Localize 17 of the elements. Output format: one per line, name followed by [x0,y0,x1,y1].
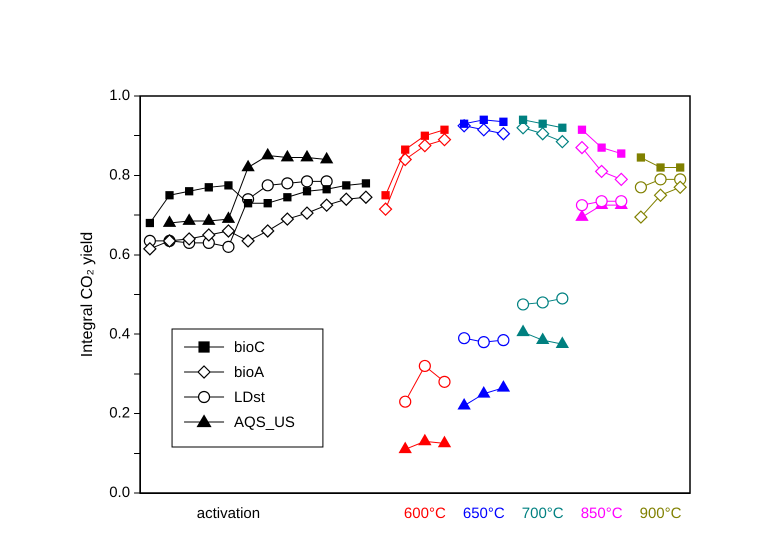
y-tick-label: 0.0 [109,484,130,502]
x-tick-label: 600°C [404,505,446,522]
y-axis-title: Integral CO₂ yield [79,232,96,358]
legend-label: bioA [234,364,264,382]
x-tick-label: 650°C [462,505,505,522]
y-tick-label: 0.8 [109,166,130,184]
y-tick-label: 0.2 [109,404,130,422]
y-tick-label: 0.6 [109,246,130,263]
y-tick-label: 0.4 [109,325,130,342]
legend-label: AQS_US [234,414,295,432]
y-tick-label: 1.0 [109,87,130,104]
legend-label: LDst [234,389,266,406]
x-tick-label: 700°C [522,505,564,522]
x-tick-label: 850°C [580,505,623,522]
x-tick-label: 900°C [640,505,682,522]
legend-label: bioC [234,339,266,356]
x-tick-label: activation [196,505,260,522]
